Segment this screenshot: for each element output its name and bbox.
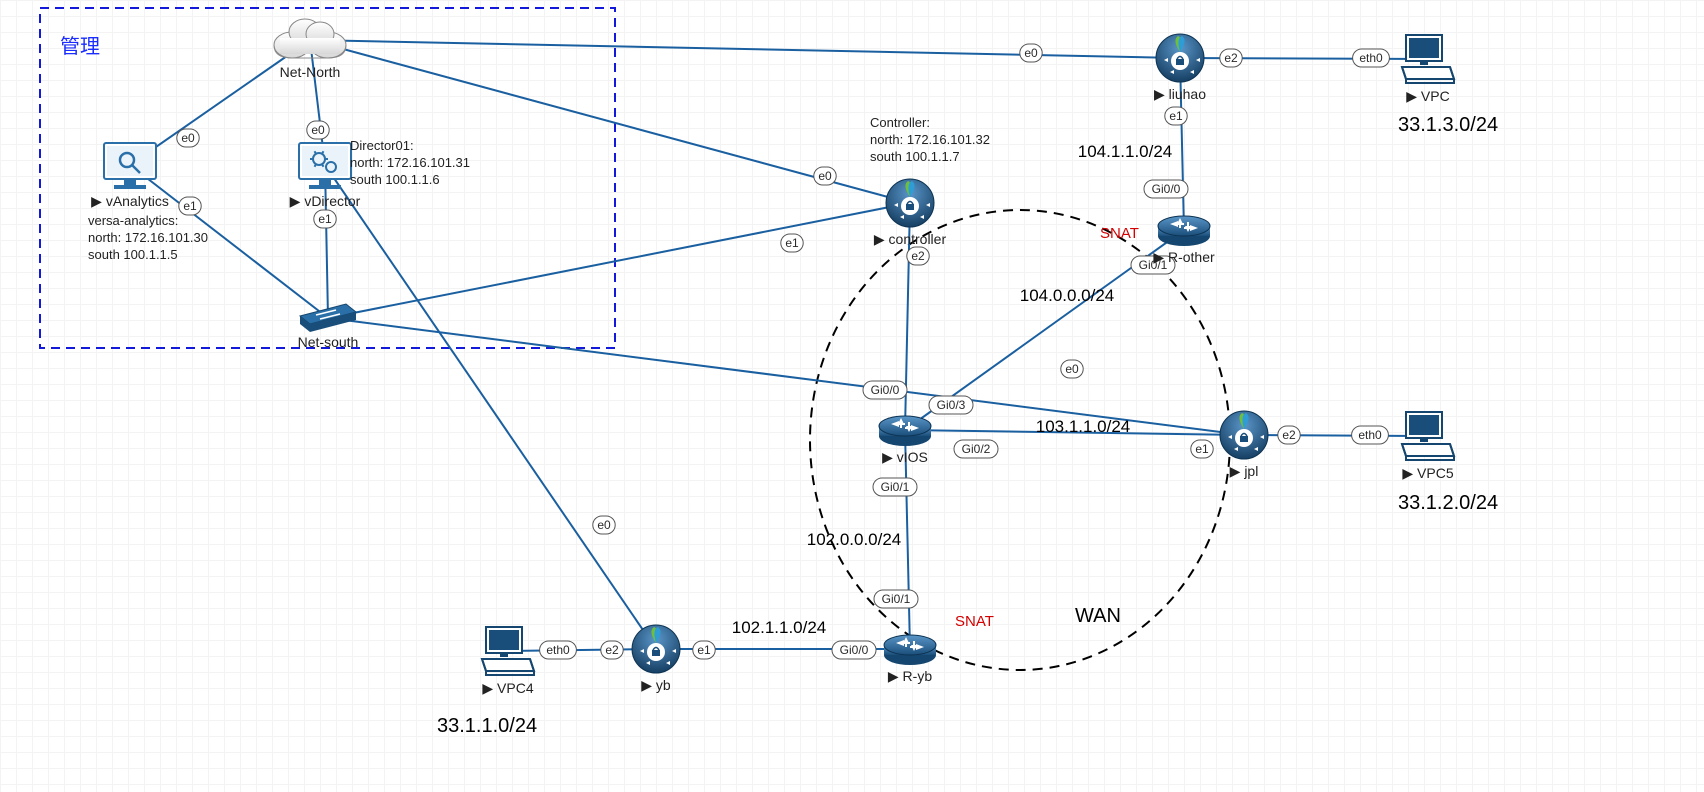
svg-text:e0: e0 [181,131,195,145]
node-label-yb: ▶ yb [586,677,726,694]
node-label-vios: ▶ vIOS [835,449,975,466]
svg-text:e1: e1 [785,236,799,250]
subnet-label-1: 33.1.2.0/24 [1398,492,1498,515]
node-label-netNorth: Net-North [240,64,380,80]
svg-text:104.0.0.0/24: 104.0.0.0/24 [1020,286,1115,305]
svg-text:e2: e2 [911,249,925,263]
node-label-vAnalytics: ▶ vAnalytics [60,193,200,210]
interface-badges: e0e0e0e0e1e1e0e1e0e2Gi0/0Gi0/3Gi0/1Gi0/2… [177,44,1390,659]
node-vAnalytics[interactable] [104,143,156,189]
svg-text:e1: e1 [697,643,711,657]
node-vios[interactable] [879,416,931,446]
node-ryb[interactable] [884,635,936,665]
node-rother[interactable] [1158,216,1210,246]
node-netSouth[interactable] [300,304,356,332]
node-liuhao[interactable] [1156,34,1204,82]
subnet-label-2: 33.1.1.0/24 [437,715,537,738]
snat-label-0: SNAT [1100,225,1139,242]
snat-label-1: SNAT [955,613,994,630]
note-vdirector: Director01:north: 172.16.101.31south 100… [350,138,470,189]
note-vanalytics: versa-analytics:north: 172.16.101.30sout… [88,213,208,264]
node-label-vDirector: ▶ vDirector [255,193,395,210]
node-label-vpc5: ▶ VPC5 [1358,465,1498,482]
svg-text:102.0.0.0/24: 102.0.0.0/24 [807,530,902,549]
node-label-netSouth: Net-south [258,334,398,350]
svg-text:e0: e0 [1065,362,1079,376]
svg-text:Gi0/1: Gi0/1 [882,592,911,606]
node-jpl[interactable] [1220,411,1268,459]
node-label-jpl: ▶ jpl [1174,463,1314,480]
node-controller[interactable] [886,179,934,227]
svg-text:e1: e1 [1195,442,1209,456]
svg-text:e0: e0 [818,169,832,183]
svg-text:eth0: eth0 [546,643,570,657]
svg-text:103.1.1.0/24: 103.1.1.0/24 [1036,417,1131,436]
svg-text:Gi0/3: Gi0/3 [937,398,966,412]
link-subnet-labels: 104.0.0.0/24 103.1.1.0/24 102.0.0.0/24 104.… [732,142,1173,637]
zone-wan-label: WAN [1075,605,1121,628]
svg-text:102.1.1.0/24: 102.1.1.0/24 [732,618,827,637]
svg-text:e2: e2 [1282,428,1296,442]
node-label-controller: ▶ controller [840,231,980,248]
svg-text:e2: e2 [605,643,619,657]
note-controller: Controller:north: 172.16.101.32south 100… [870,115,990,166]
node-yb[interactable] [632,625,680,673]
svg-text:104.1.1.0/24: 104.1.1.0/24 [1078,142,1173,161]
svg-text:eth0: eth0 [1359,51,1383,65]
svg-text:e1: e1 [318,212,332,226]
svg-text:Gi0/0: Gi0/0 [871,383,900,397]
node-vpc[interactable] [1402,35,1454,83]
subnet-label-0: 33.1.3.0/24 [1398,114,1498,137]
svg-text:e0: e0 [1024,46,1038,60]
node-label-vpc4: ▶ VPC4 [438,680,578,697]
node-label-vpc: ▶ VPC [1358,88,1498,105]
node-netNorth[interactable] [274,19,346,58]
svg-text:e0: e0 [597,518,611,532]
node-label-ryb: ▶ R-yb [840,668,980,685]
zone-management-label: 管理 [60,30,100,59]
node-vpc5[interactable] [1402,412,1454,460]
svg-text:e2: e2 [1224,51,1238,65]
node-label-rother: ▶ R-other [1114,249,1254,266]
svg-text:Gi0/1: Gi0/1 [881,480,910,494]
svg-text:Gi0/0: Gi0/0 [1152,182,1181,196]
svg-text:e0: e0 [311,123,325,137]
node-vDirector[interactable] [299,143,351,189]
svg-text:Gi0/0: Gi0/0 [840,643,869,657]
svg-text:e1: e1 [1169,109,1183,123]
svg-text:eth0: eth0 [1358,428,1382,442]
zone-wan [810,210,1230,670]
node-label-liuhao: ▶ liuhao [1110,86,1250,103]
